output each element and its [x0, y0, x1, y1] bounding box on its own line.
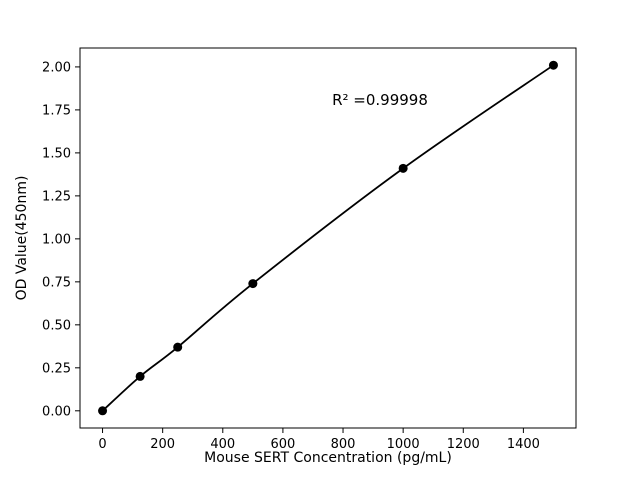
- x-tick-label: 0: [98, 437, 106, 452]
- x-tick-label: 1400: [507, 437, 540, 452]
- y-tick-label: 0.50: [42, 318, 71, 333]
- y-tick-label: 0.75: [42, 275, 71, 290]
- trend-line: [101, 64, 554, 412]
- y-tick-label: 1.25: [42, 189, 71, 204]
- y-tick-label: 0.25: [42, 361, 71, 376]
- data-point: [173, 342, 183, 352]
- plot-border: [79, 47, 577, 429]
- data-point: [248, 279, 258, 289]
- x-tick-label: 1200: [447, 437, 480, 452]
- data-point: [398, 163, 408, 173]
- data-point: [98, 406, 108, 416]
- x-axis-label: Mouse SERT Concentration (pg/mL): [204, 450, 452, 466]
- r-squared-annotation: R² =0.99998: [332, 91, 428, 109]
- data-point: [135, 371, 145, 381]
- y-tick-label: 1.50: [42, 146, 71, 161]
- y-tick-label: 0.00: [42, 404, 71, 419]
- x-tick-label: 1000: [387, 437, 420, 452]
- y-tick-label: 1.00: [42, 232, 71, 247]
- y-tick-label: 2.00: [42, 60, 71, 75]
- y-tick-label: 1.75: [42, 103, 71, 118]
- x-tick-label: 800: [331, 437, 356, 452]
- data-point: [548, 60, 558, 70]
- plot-layer: 0 200 400 600 800 1000 1200 1400 0.00 0.25 0.50 0.7…: [42, 47, 577, 452]
- x-tick-label: 600: [270, 437, 295, 452]
- x-tick-label: 400: [210, 437, 235, 452]
- x-tick-label: 200: [150, 437, 175, 452]
- y-axis-label: OD Value(450nm): [14, 176, 30, 301]
